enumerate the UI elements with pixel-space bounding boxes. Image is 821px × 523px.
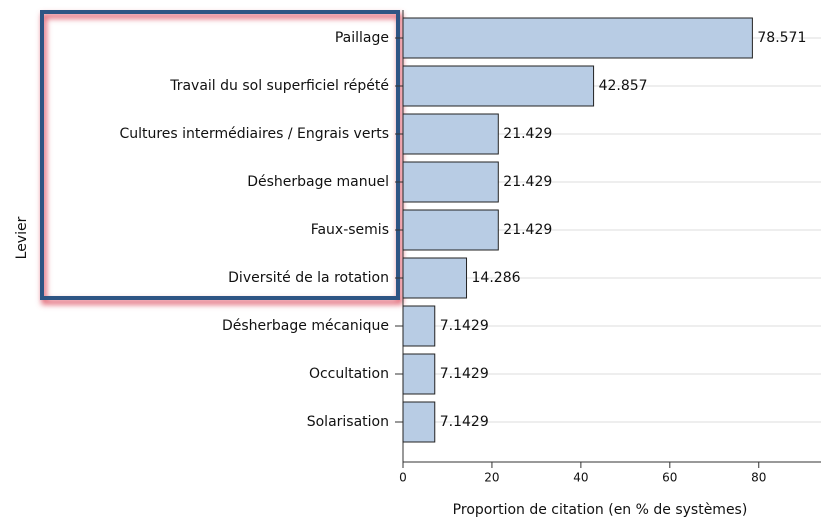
value-label: 7.1429 [440,414,489,430]
x-tick-label: 80 [751,471,766,485]
bar [402,209,499,251]
y-tick-label: Paillage [335,30,389,46]
y-tick-label: Faux-semis [311,222,389,238]
y-tick-label: Cultures intermédiaires / Engrais verts [119,126,389,142]
bar [402,401,436,443]
y-tick-label: Solarisation [307,414,389,430]
y-tick-label: Diversité de la rotation [228,270,389,286]
x-tick-label: 0 [399,471,407,485]
value-label: 21.429 [503,126,552,142]
value-label: 21.429 [503,174,552,190]
y-tick-label: Occultation [309,366,389,382]
highlight-box [40,10,400,300]
value-label: 7.1429 [440,366,489,382]
value-label: 21.429 [503,222,552,238]
bar [402,353,436,395]
value-label: 42.857 [599,78,648,94]
y-axis-title: Levier [14,216,30,259]
bar [402,113,499,155]
bar [402,257,468,299]
x-tick-label: 40 [573,471,588,485]
x-tick-label: 20 [484,471,499,485]
bar [402,17,753,59]
bar [402,65,595,107]
x-axis-title: Proportion de citation (en % de systèmes… [453,502,748,518]
highlight-glow [41,13,403,305]
y-tick-label: Désherbage mécanique [222,318,389,334]
bar [402,305,436,347]
x-tick-label: 60 [662,471,677,485]
y-tick-label: Désherbage manuel [247,174,389,190]
y-tick-label: Travail du sol superficiel répété [169,78,389,94]
value-label: 7.1429 [440,318,489,334]
bar [402,161,499,203]
value-label: 78.571 [757,30,806,46]
value-label: 14.286 [472,270,521,286]
